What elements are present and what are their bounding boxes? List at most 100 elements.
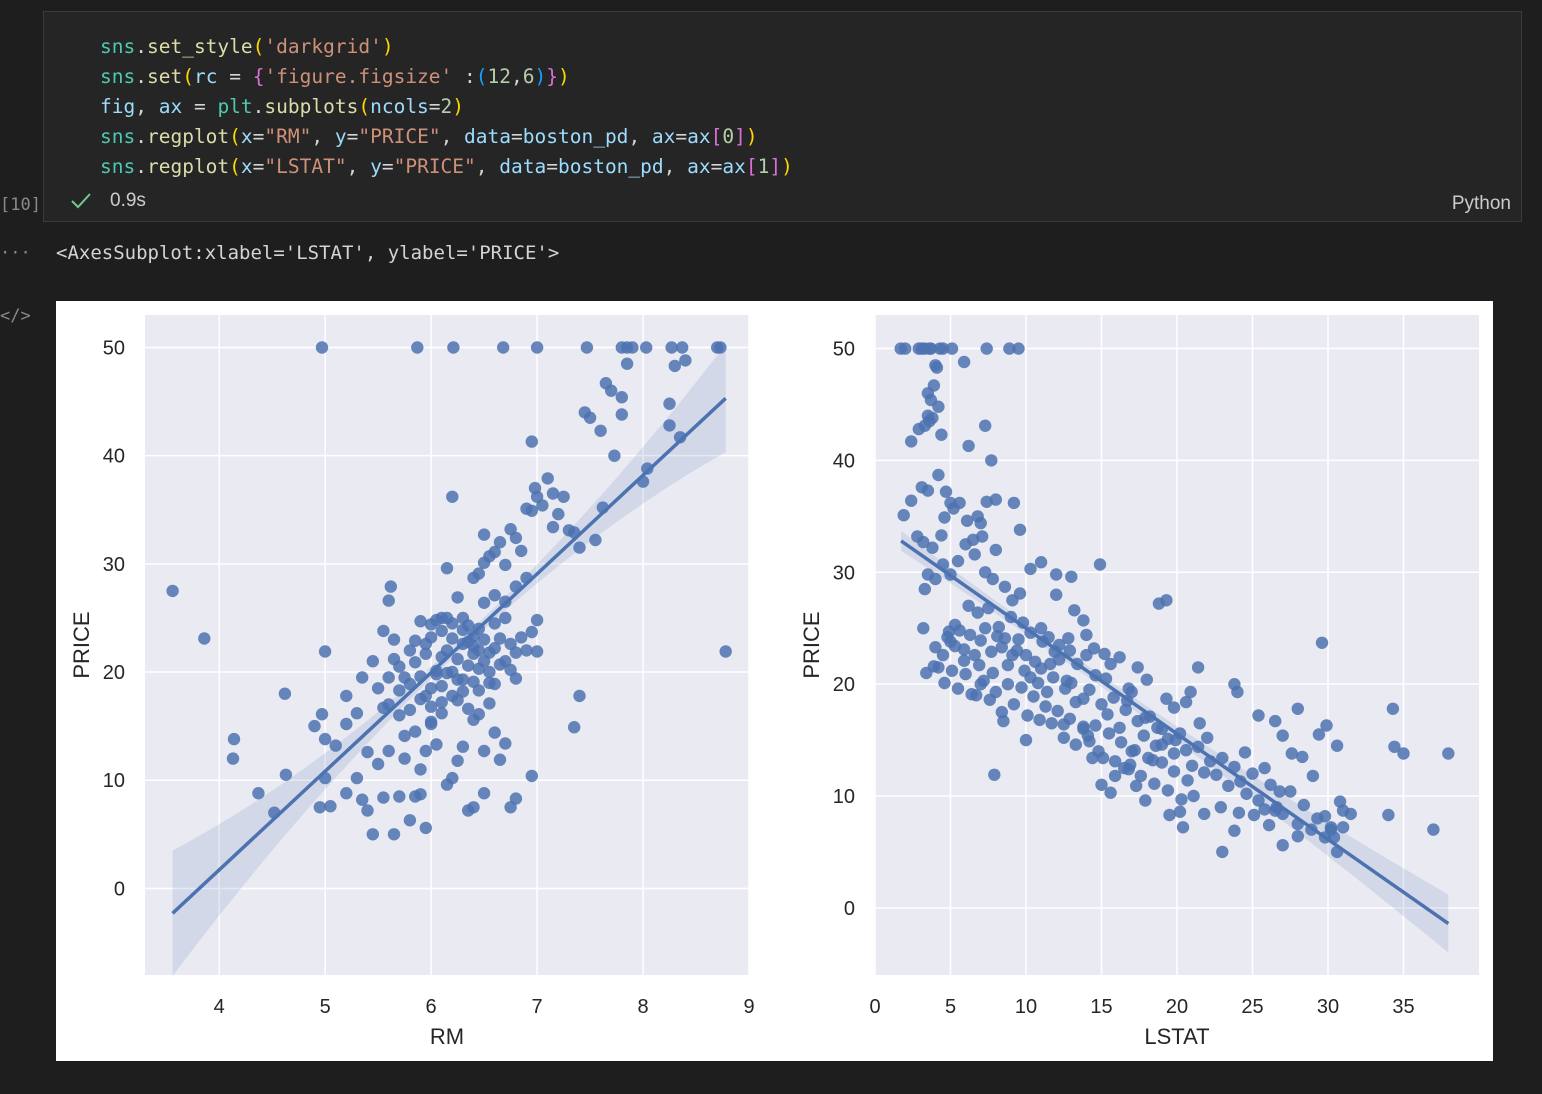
data-point: [1092, 745, 1105, 758]
data-point: [1003, 342, 1016, 355]
code-line[interactable]: fig, ax = plt.subplots(ncols=2): [100, 92, 793, 122]
data-point: [546, 520, 560, 534]
y-tick-label: 20: [833, 674, 855, 696]
data-point: [525, 435, 538, 448]
code-token: ,: [475, 155, 500, 178]
data-point: [515, 544, 528, 558]
data-point: [536, 499, 549, 512]
data-point: [398, 671, 411, 684]
execution-duration: 0.9s: [110, 190, 146, 211]
data-point: [493, 536, 507, 549]
data-point: [1184, 685, 1197, 699]
data-point: [361, 745, 374, 759]
data-point: [970, 689, 983, 702]
x-axis-label: LSTAT: [1144, 1024, 1209, 1049]
x-tick-label: 6: [426, 996, 437, 1018]
data-point: [989, 685, 1002, 699]
data-point: [920, 666, 933, 680]
data-point: [714, 341, 727, 354]
data-point: [409, 725, 422, 738]
code-token: (: [229, 155, 241, 178]
kernel-language[interactable]: Python: [1451, 193, 1511, 214]
data-point: [962, 439, 975, 453]
data-point: [166, 584, 179, 598]
code-token: {: [252, 65, 265, 88]
data-point: [1101, 708, 1114, 721]
data-point: [472, 567, 485, 580]
cell-status: 0.9s: [70, 190, 146, 212]
data-point: [1246, 767, 1259, 780]
code-token: ax: [687, 155, 711, 178]
code-token: =: [346, 125, 359, 148]
data-point: [318, 645, 332, 658]
code-token: ,: [663, 155, 688, 178]
data-point: [1015, 681, 1028, 694]
code-line[interactable]: sns.regplot(x="LSTAT", y="PRICE", data=b…: [100, 152, 793, 182]
code-token: =: [182, 95, 218, 118]
data-point: [1258, 761, 1271, 775]
code-token: .: [135, 125, 147, 148]
data-point: [419, 821, 432, 835]
x-tick-label: 25: [1241, 996, 1263, 1018]
code-cell[interactable]: sns.set_style('darkgrid') sns.set(rc = {'…: [43, 11, 1522, 222]
y-tick-label: 40: [833, 450, 855, 472]
code-token: plt: [217, 95, 253, 118]
data-point: [679, 354, 692, 367]
code-token: "PRICE": [358, 125, 441, 148]
code-token: .: [135, 155, 147, 178]
output-collapse-marker[interactable]: ···: [0, 243, 31, 263]
data-point: [504, 801, 517, 814]
data-point: [493, 753, 507, 766]
data-point: [440, 562, 454, 575]
x-tick-label: 0: [869, 996, 880, 1018]
data-point: [1146, 754, 1160, 767]
data-point: [1137, 729, 1151, 742]
code-token: (: [475, 65, 488, 88]
code-editor[interactable]: sns.set_style('darkgrid') sns.set(rc = {'…: [100, 32, 793, 182]
data-point: [1148, 777, 1161, 790]
data-point: [315, 341, 329, 354]
data-point: [1269, 714, 1282, 728]
data-point: [403, 644, 417, 657]
data-point: [477, 528, 491, 541]
data-point: [1173, 805, 1187, 818]
chart-panel-2: 0 5 10 15 20 25 30 35 0 10 20 30 40 50 LSTAT PRICE: [799, 315, 1479, 1049]
data-point: [1285, 747, 1299, 760]
data-point: [1247, 808, 1261, 822]
output-renderer-icon[interactable]: </>: [0, 306, 31, 326]
data-point: [462, 619, 475, 632]
data-point: [1198, 807, 1211, 821]
code-token: "RM": [264, 125, 312, 148]
code-line[interactable]: sns.set(rc = {'figure.figsize' :(12,6)}): [100, 62, 793, 92]
code-token: 12: [487, 65, 511, 88]
code-line[interactable]: sns.regplot(x="RM", y="PRICE", data=bost…: [100, 122, 793, 152]
data-point: [447, 341, 460, 354]
data-point: [530, 341, 544, 354]
y-tick-label: 10: [833, 786, 855, 808]
data-point: [477, 596, 491, 609]
data-point: [929, 572, 942, 586]
code-token: boston_pd: [522, 125, 629, 148]
data-point: [1258, 803, 1271, 816]
data-point: [488, 545, 501, 559]
data-point: [573, 689, 586, 703]
data-point: [1238, 746, 1252, 759]
x-tick-label: 9: [743, 996, 754, 1018]
data-point: [985, 645, 998, 658]
data-point: [959, 538, 972, 551]
x-tick-label: 7: [532, 996, 543, 1018]
y-tick-label: 10: [103, 770, 125, 792]
code-token: ,: [511, 65, 523, 88]
data-point: [440, 611, 454, 625]
regression-line: [171, 397, 727, 915]
data-point: [924, 342, 938, 355]
data-point: [1039, 700, 1052, 713]
code-line[interactable]: sns.set_style('darkgrid'): [100, 32, 793, 62]
data-point: [1007, 496, 1021, 510]
data-point: [477, 655, 491, 668]
data-point: [1134, 769, 1148, 783]
data-point: [1269, 804, 1282, 817]
data-point: [1388, 740, 1401, 753]
data-point: [897, 509, 910, 522]
data-point: [676, 341, 689, 354]
